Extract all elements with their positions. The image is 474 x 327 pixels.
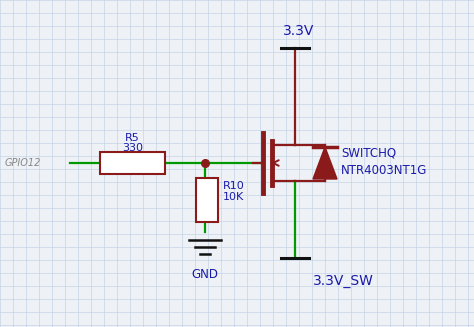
- Text: R5: R5: [125, 133, 140, 143]
- Text: R10: R10: [223, 181, 245, 191]
- Text: 3.3V: 3.3V: [283, 24, 315, 38]
- Bar: [196, 178, 218, 222]
- Polygon shape: [313, 147, 337, 179]
- Text: GPIO12: GPIO12: [5, 158, 41, 168]
- Bar: [100, 152, 165, 174]
- Text: 10K: 10K: [223, 192, 244, 202]
- Text: 3.3V_SW: 3.3V_SW: [313, 274, 374, 288]
- Text: GND: GND: [191, 268, 219, 281]
- Text: NTR4003NT1G: NTR4003NT1G: [341, 164, 428, 178]
- Text: SWITCHQ: SWITCHQ: [341, 146, 396, 160]
- Text: 330: 330: [122, 143, 143, 153]
